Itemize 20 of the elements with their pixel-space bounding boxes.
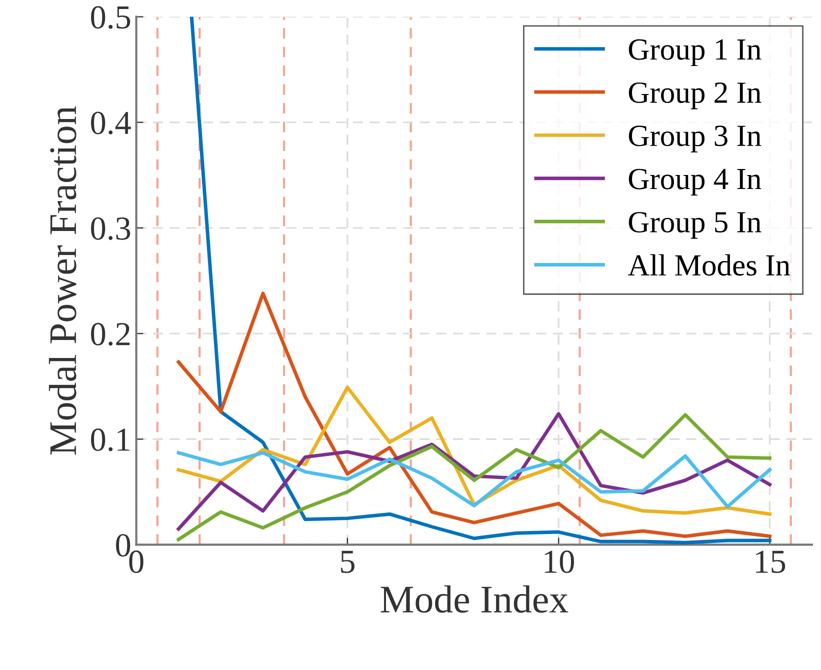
line-series — [176, 386, 772, 516]
legend-label: All Modes In — [628, 254, 790, 276]
legend-label: Group 3 In — [628, 126, 762, 152]
y-tick-label: 0.3 — [91, 217, 130, 240]
y-tick-label: 0 — [116, 534, 130, 557]
y-tick-label: 0.5 — [91, 6, 130, 29]
legend-label: Group 2 In — [628, 82, 762, 110]
legend-label: Group 1 In — [628, 39, 762, 66]
x-tick-label: 15 — [756, 550, 786, 574]
y-tick-label: 0.4 — [91, 112, 131, 134]
x-tick-label: 5 — [341, 550, 354, 574]
x-tick-label: 10 — [544, 550, 574, 574]
y-tick-label: 0.1 — [91, 428, 130, 452]
y-axis-title: Modal Power Fraction — [48, 106, 76, 455]
legend-label: Group 4 In — [628, 168, 762, 196]
line-series — [176, 451, 772, 508]
y-tick-label: 0.2 — [91, 322, 130, 346]
line-series — [176, 292, 772, 538]
legend-label: Group 5 In — [628, 212, 762, 239]
x-axis-title: Mode Index — [380, 585, 568, 613]
